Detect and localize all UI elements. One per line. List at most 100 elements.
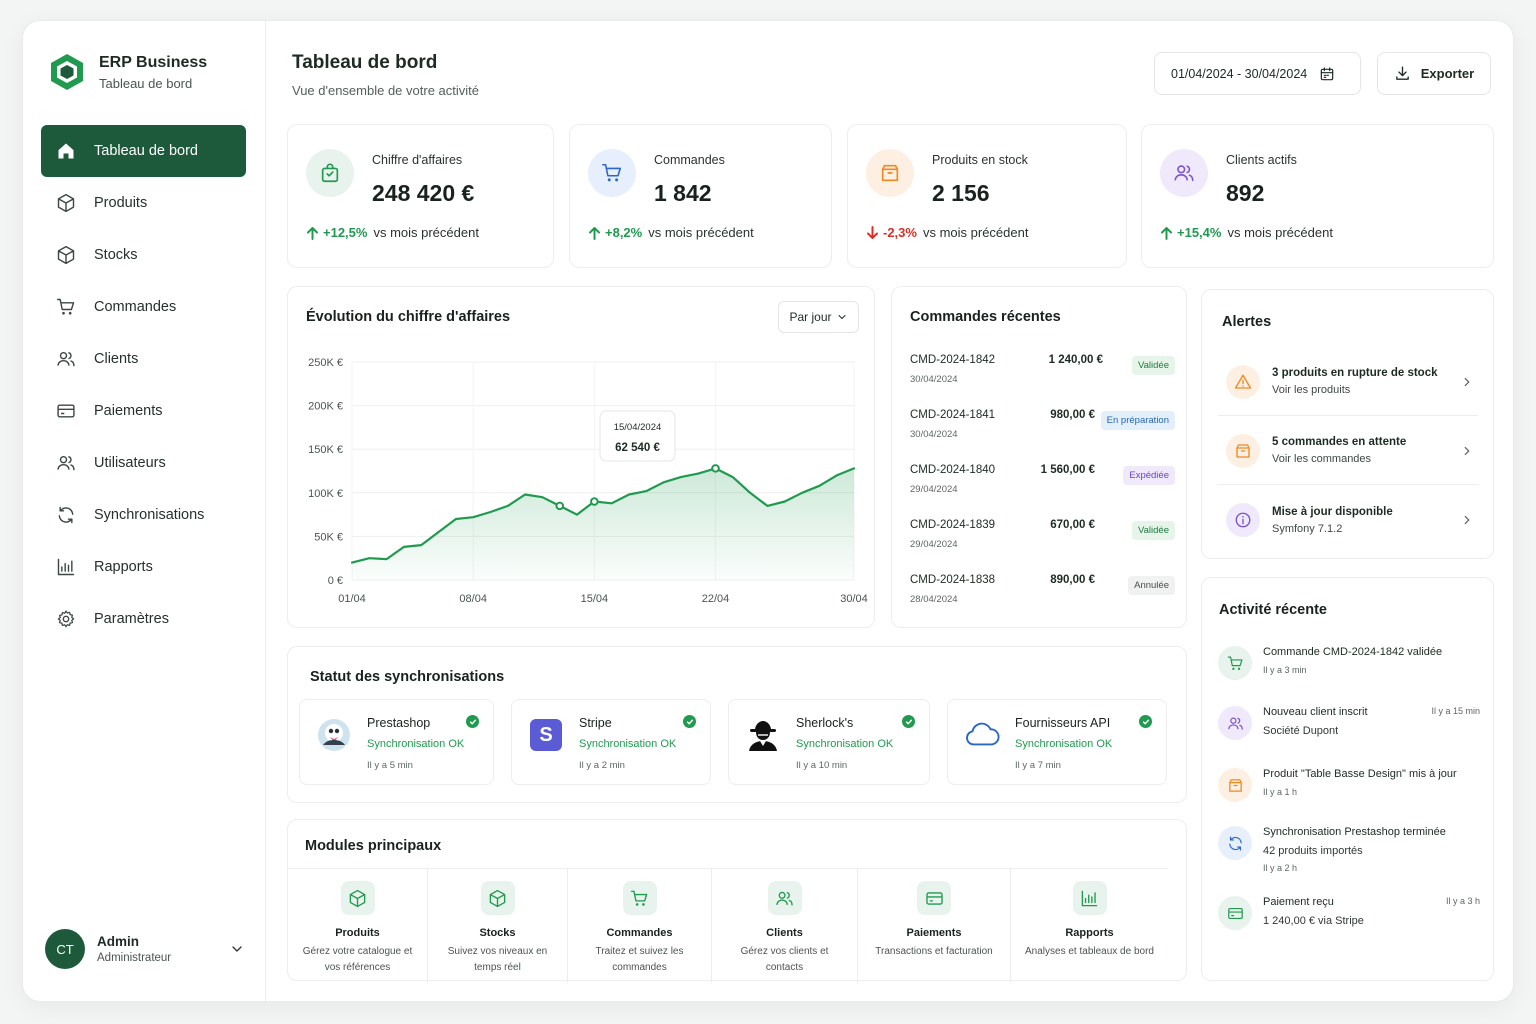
- warning-icon: [1226, 364, 1260, 399]
- sidebar-item-parametres[interactable]: Paramètres: [41, 593, 246, 645]
- sidebar-item-rapports[interactable]: Rapports: [41, 541, 246, 593]
- activity-item: Produit "Table Basse Design" mis à jour I…: [1218, 768, 1480, 818]
- module-commandes[interactable]: Commandes Traitez et suivez les commande…: [568, 869, 712, 983]
- module-paiements[interactable]: Paiements Transactions et facturation: [858, 869, 1011, 983]
- sync-item-stripe[interactable]: S Stripe Synchronisation OK Il y a 2 min: [511, 699, 711, 785]
- module-rapports[interactable]: Rapports Analyses et tableaux de bord: [1011, 869, 1168, 983]
- revenue-chart-card: Évolution du chiffre d'affaires Par jour…: [287, 286, 875, 628]
- alert-link[interactable]: Symfony 7.1.2: [1272, 522, 1343, 535]
- alert-title: 5 commandes en attente: [1272, 436, 1407, 448]
- brand[interactable]: ERP Business Tableau de bord: [49, 53, 207, 91]
- order-row[interactable]: CMD-2024-1841 30/04/2024 980,00 € En pré…: [910, 409, 1175, 459]
- box-icon: [56, 193, 76, 213]
- y-tick-label: 0 €: [328, 575, 343, 587]
- modules-grid: Produits Gérez votre catalogue et vos ré…: [288, 868, 1168, 983]
- series-line: [350, 467, 856, 564]
- activity-time: Il y a 3 min: [1263, 665, 1307, 675]
- arrow-down-icon: [866, 225, 879, 240]
- activity-time: Il y a 1 h: [1263, 787, 1298, 797]
- home-icon: [56, 141, 76, 161]
- kpi-delta-value: +12,5%: [323, 225, 368, 240]
- module-clients[interactable]: Clients Gérez vos clients et contacts: [712, 869, 858, 983]
- sidebar-item-label: Produits: [94, 195, 148, 211]
- module-stocks[interactable]: Stocks Suivez vos niveaux en temps réel: [428, 869, 568, 983]
- sidebar-item-label: Commandes: [94, 299, 177, 315]
- order-date: 29/04/2024: [910, 539, 958, 550]
- alert-link[interactable]: Voir les commandes: [1272, 453, 1372, 465]
- chevron-down-icon[interactable]: [229, 941, 245, 957]
- sidebar-item-paiements[interactable]: Paiements: [41, 385, 246, 437]
- y-tick-label: 100K €: [308, 488, 343, 500]
- sync-name: Fournisseurs API: [1015, 716, 1111, 730]
- order-row[interactable]: CMD-2024-1840 29/04/2024 1 560,00 € Expé…: [910, 464, 1175, 514]
- kpi-delta: +8,2% vs mois précédent: [588, 225, 754, 240]
- orders-title: Commandes récentes: [910, 309, 1061, 325]
- sync-time: Il y a 5 min: [367, 760, 413, 771]
- x-tick-label: 30/04: [840, 593, 868, 605]
- bar-chart-icon: [1072, 881, 1107, 915]
- alert-item[interactable]: 5 commandes en attente Voir les commande…: [1218, 417, 1478, 485]
- status-badge: Validée: [1132, 521, 1175, 540]
- sidebar-item-utilisateurs[interactable]: Utilisateurs: [41, 437, 246, 489]
- info-icon: [1226, 503, 1260, 537]
- order-row[interactable]: CMD-2024-1839 29/04/2024 670,00 € Validé…: [910, 519, 1175, 569]
- alert-item[interactable]: 3 produits en rupture de stock Voir les …: [1218, 348, 1478, 416]
- order-date: 30/04/2024: [910, 429, 958, 440]
- module-description: Traitez et suivez les commandes: [595, 946, 684, 973]
- user-role: Administrateur: [97, 952, 172, 964]
- kpi-card: Commandes 1 842 +8,2% vs mois précédent: [569, 124, 832, 268]
- date-range-picker[interactable]: 01/04/2024 - 30/04/2024: [1154, 52, 1361, 95]
- prestashop-logo: [316, 717, 352, 753]
- sidebar-item-label: Stocks: [94, 247, 138, 263]
- users-icon: [56, 453, 76, 473]
- sync-status: Synchronisation OK: [1015, 738, 1113, 750]
- activity-item: Paiement reçu 1 240,00 € via Stripe Il y a…: [1218, 896, 1480, 946]
- check-icon: [466, 715, 479, 728]
- sync-item-sherlock-s[interactable]: Sherlock's Synchronisation OK Il y a 10 …: [728, 699, 930, 785]
- order-id: CMD-2024-1838: [910, 574, 996, 586]
- sidebar-item-tableau-de-bord[interactable]: Tableau de bord: [41, 125, 246, 177]
- stripe-logo: S: [528, 717, 564, 753]
- data-point: [711, 464, 720, 473]
- module-produits[interactable]: Produits Gérez votre catalogue et vos ré…: [288, 869, 428, 983]
- period-select[interactable]: Par jour: [778, 301, 859, 333]
- sidebar-item-commandes[interactable]: Commandes: [41, 281, 246, 333]
- export-button[interactable]: Exporter: [1377, 52, 1491, 95]
- alert-link[interactable]: Voir les produits: [1272, 384, 1351, 396]
- brand-subtitle: Tableau de bord: [99, 75, 193, 91]
- user-menu[interactable]: CT Admin Administrateur: [45, 929, 245, 969]
- activity-title: Synchronisation Prestashop terminée: [1263, 826, 1446, 838]
- sync-icon: [1218, 826, 1252, 860]
- sidebar-item-label: Synchronisations: [94, 507, 205, 523]
- gear-icon: [56, 609, 76, 629]
- sidebar-item-produits[interactable]: Produits: [41, 177, 246, 229]
- sidebar-item-stocks[interactable]: Stocks: [41, 229, 246, 281]
- alert-item[interactable]: Mise à jour disponible Symfony 7.1.2: [1218, 486, 1478, 554]
- activity-title: Commande CMD-2024-1842 validée: [1263, 646, 1443, 658]
- sidebar-item-label: Rapports: [94, 559, 153, 575]
- kpi-value: 1 842: [654, 180, 712, 206]
- kpi-value: 2 156: [932, 180, 990, 206]
- data-point: [590, 497, 599, 506]
- card-icon: [917, 881, 951, 915]
- recent-orders-card: Commandes récentes CMD-2024-1842 30/04/2…: [891, 286, 1187, 628]
- box-icon: [56, 245, 76, 265]
- chart-title: Évolution du chiffre d'affaires: [306, 309, 511, 325]
- alerts-card: Alertes 3 produits en rupture de stock V…: [1201, 289, 1494, 559]
- box-icon: [340, 881, 375, 915]
- card-icon: [56, 401, 76, 421]
- order-row[interactable]: CMD-2024-1842 30/04/2024 1 240,00 € Vali…: [910, 354, 1175, 404]
- order-row[interactable]: CMD-2024-1838 28/04/2024 890,00 € Annulé…: [910, 574, 1175, 624]
- activity-time: Il y a 3 h: [1445, 896, 1480, 906]
- sync-status: Synchronisation OK: [367, 738, 465, 750]
- activity-detail: 1 240,00 € via Stripe: [1263, 915, 1364, 927]
- sidebar-item-synchronisations[interactable]: Synchronisations: [41, 489, 246, 541]
- kpi-card: Clients actifs 892 +15,4% vs mois précéd…: [1141, 124, 1494, 268]
- sidebar-item-clients[interactable]: Clients: [41, 333, 246, 385]
- module-title: Clients: [766, 927, 803, 939]
- sync-item-fournisseurs-api[interactable]: Fournisseurs API Synchronisation OK Il y…: [947, 699, 1167, 785]
- module-title: Commandes: [606, 927, 673, 939]
- sync-item-prestashop[interactable]: Prestashop Synchronisation OK Il y a 5 m…: [299, 699, 494, 785]
- module-title: Paiements: [906, 927, 962, 939]
- kpi-label: Commandes: [654, 153, 725, 167]
